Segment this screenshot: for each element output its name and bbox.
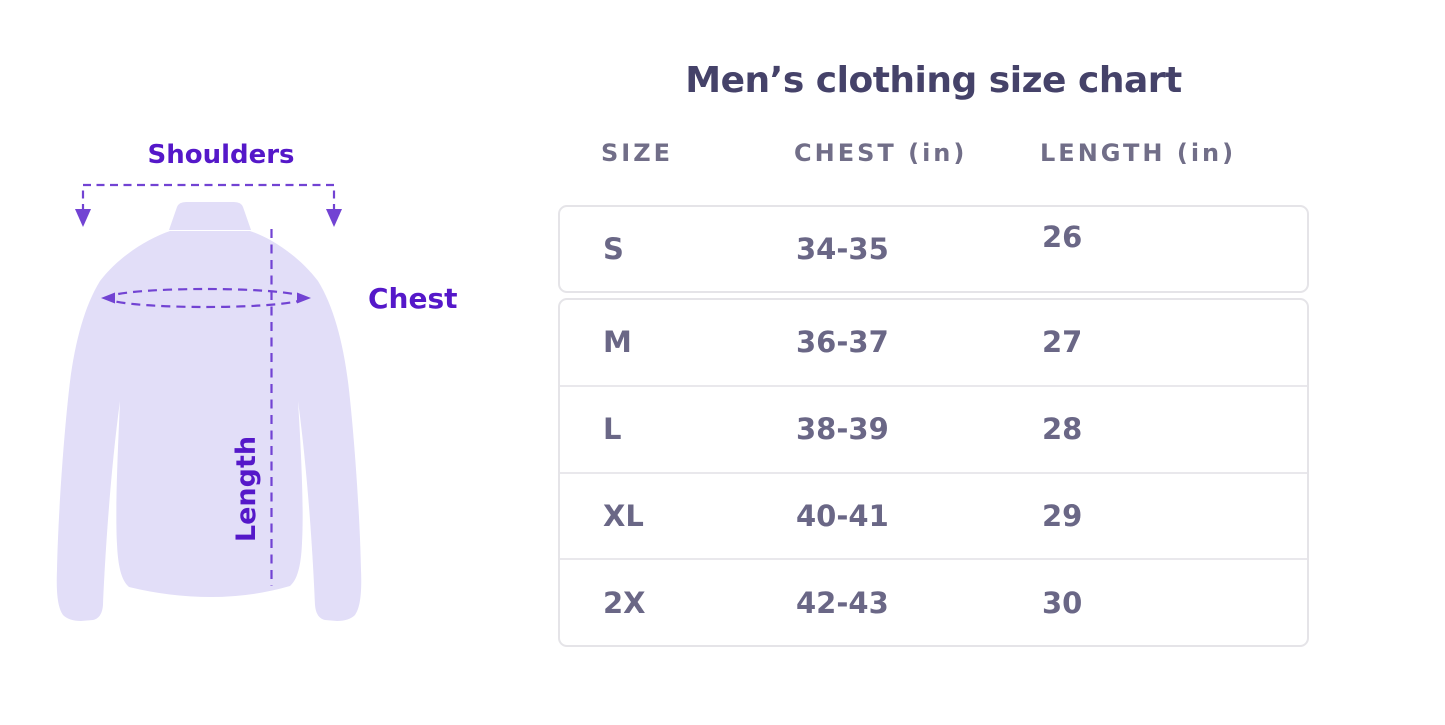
- page-title: Men’s clothing size chart: [685, 60, 1182, 101]
- size-cell: L: [603, 412, 622, 447]
- shoulders-label: Shoulders: [147, 140, 295, 170]
- table-row: XL 40-41 29: [560, 471, 1307, 559]
- arrow-right-icon: [297, 292, 311, 304]
- arrow-down-right-icon: [326, 209, 342, 227]
- arrow-down-left-icon: [75, 209, 91, 227]
- size-cell: 2X: [603, 585, 646, 620]
- size-table-group-first: S 34-35 26: [558, 205, 1309, 293]
- column-header-length: LENGTH (in): [1040, 139, 1237, 167]
- column-header-size: SIZE: [601, 139, 674, 167]
- chest-cell: 38-39: [796, 412, 889, 447]
- shirt-collar-shape: [169, 202, 251, 230]
- chest-cell: 42-43: [796, 585, 889, 620]
- chest-cell: 34-35: [796, 232, 889, 266]
- shirt-measurement-diagram: Shoulders Chest Length: [0, 0, 470, 725]
- column-header-chest: CHEST (in): [794, 139, 968, 167]
- table-row: S 34-35 26: [560, 207, 1307, 291]
- length-cell: 27: [1042, 325, 1083, 360]
- length-cell: 29: [1042, 498, 1083, 533]
- table-row: M 36-37 27: [560, 300, 1307, 385]
- size-table-group-rest: M 36-37 27 L 38-39 28 XL 40-41 29 2X 42-…: [558, 298, 1309, 647]
- length-cell: 28: [1042, 412, 1083, 447]
- size-chart-panel: Men’s clothing size chart SIZE CHEST (in…: [558, 0, 1309, 725]
- size-cell: M: [603, 325, 632, 360]
- chest-cell: 36-37: [796, 325, 889, 360]
- shirt-body-shape: [56, 231, 362, 621]
- length-label: Length: [231, 435, 262, 543]
- chest-cell: 40-41: [796, 498, 889, 533]
- chest-label: Chest: [368, 282, 458, 315]
- shirt-diagram-graphic: [56, 183, 362, 621]
- shoulders-measure-line: [81, 183, 336, 212]
- table-row: 2X 42-43 30: [560, 558, 1307, 645]
- arrow-left-icon: [101, 292, 115, 304]
- length-cell: 26: [1042, 220, 1083, 254]
- table-row: L 38-39 28: [560, 384, 1307, 472]
- size-cell: S: [603, 232, 624, 266]
- table-header-row: SIZE CHEST (in) LENGTH (in): [558, 139, 1309, 167]
- size-cell: XL: [603, 498, 644, 533]
- length-cell: 30: [1042, 585, 1083, 620]
